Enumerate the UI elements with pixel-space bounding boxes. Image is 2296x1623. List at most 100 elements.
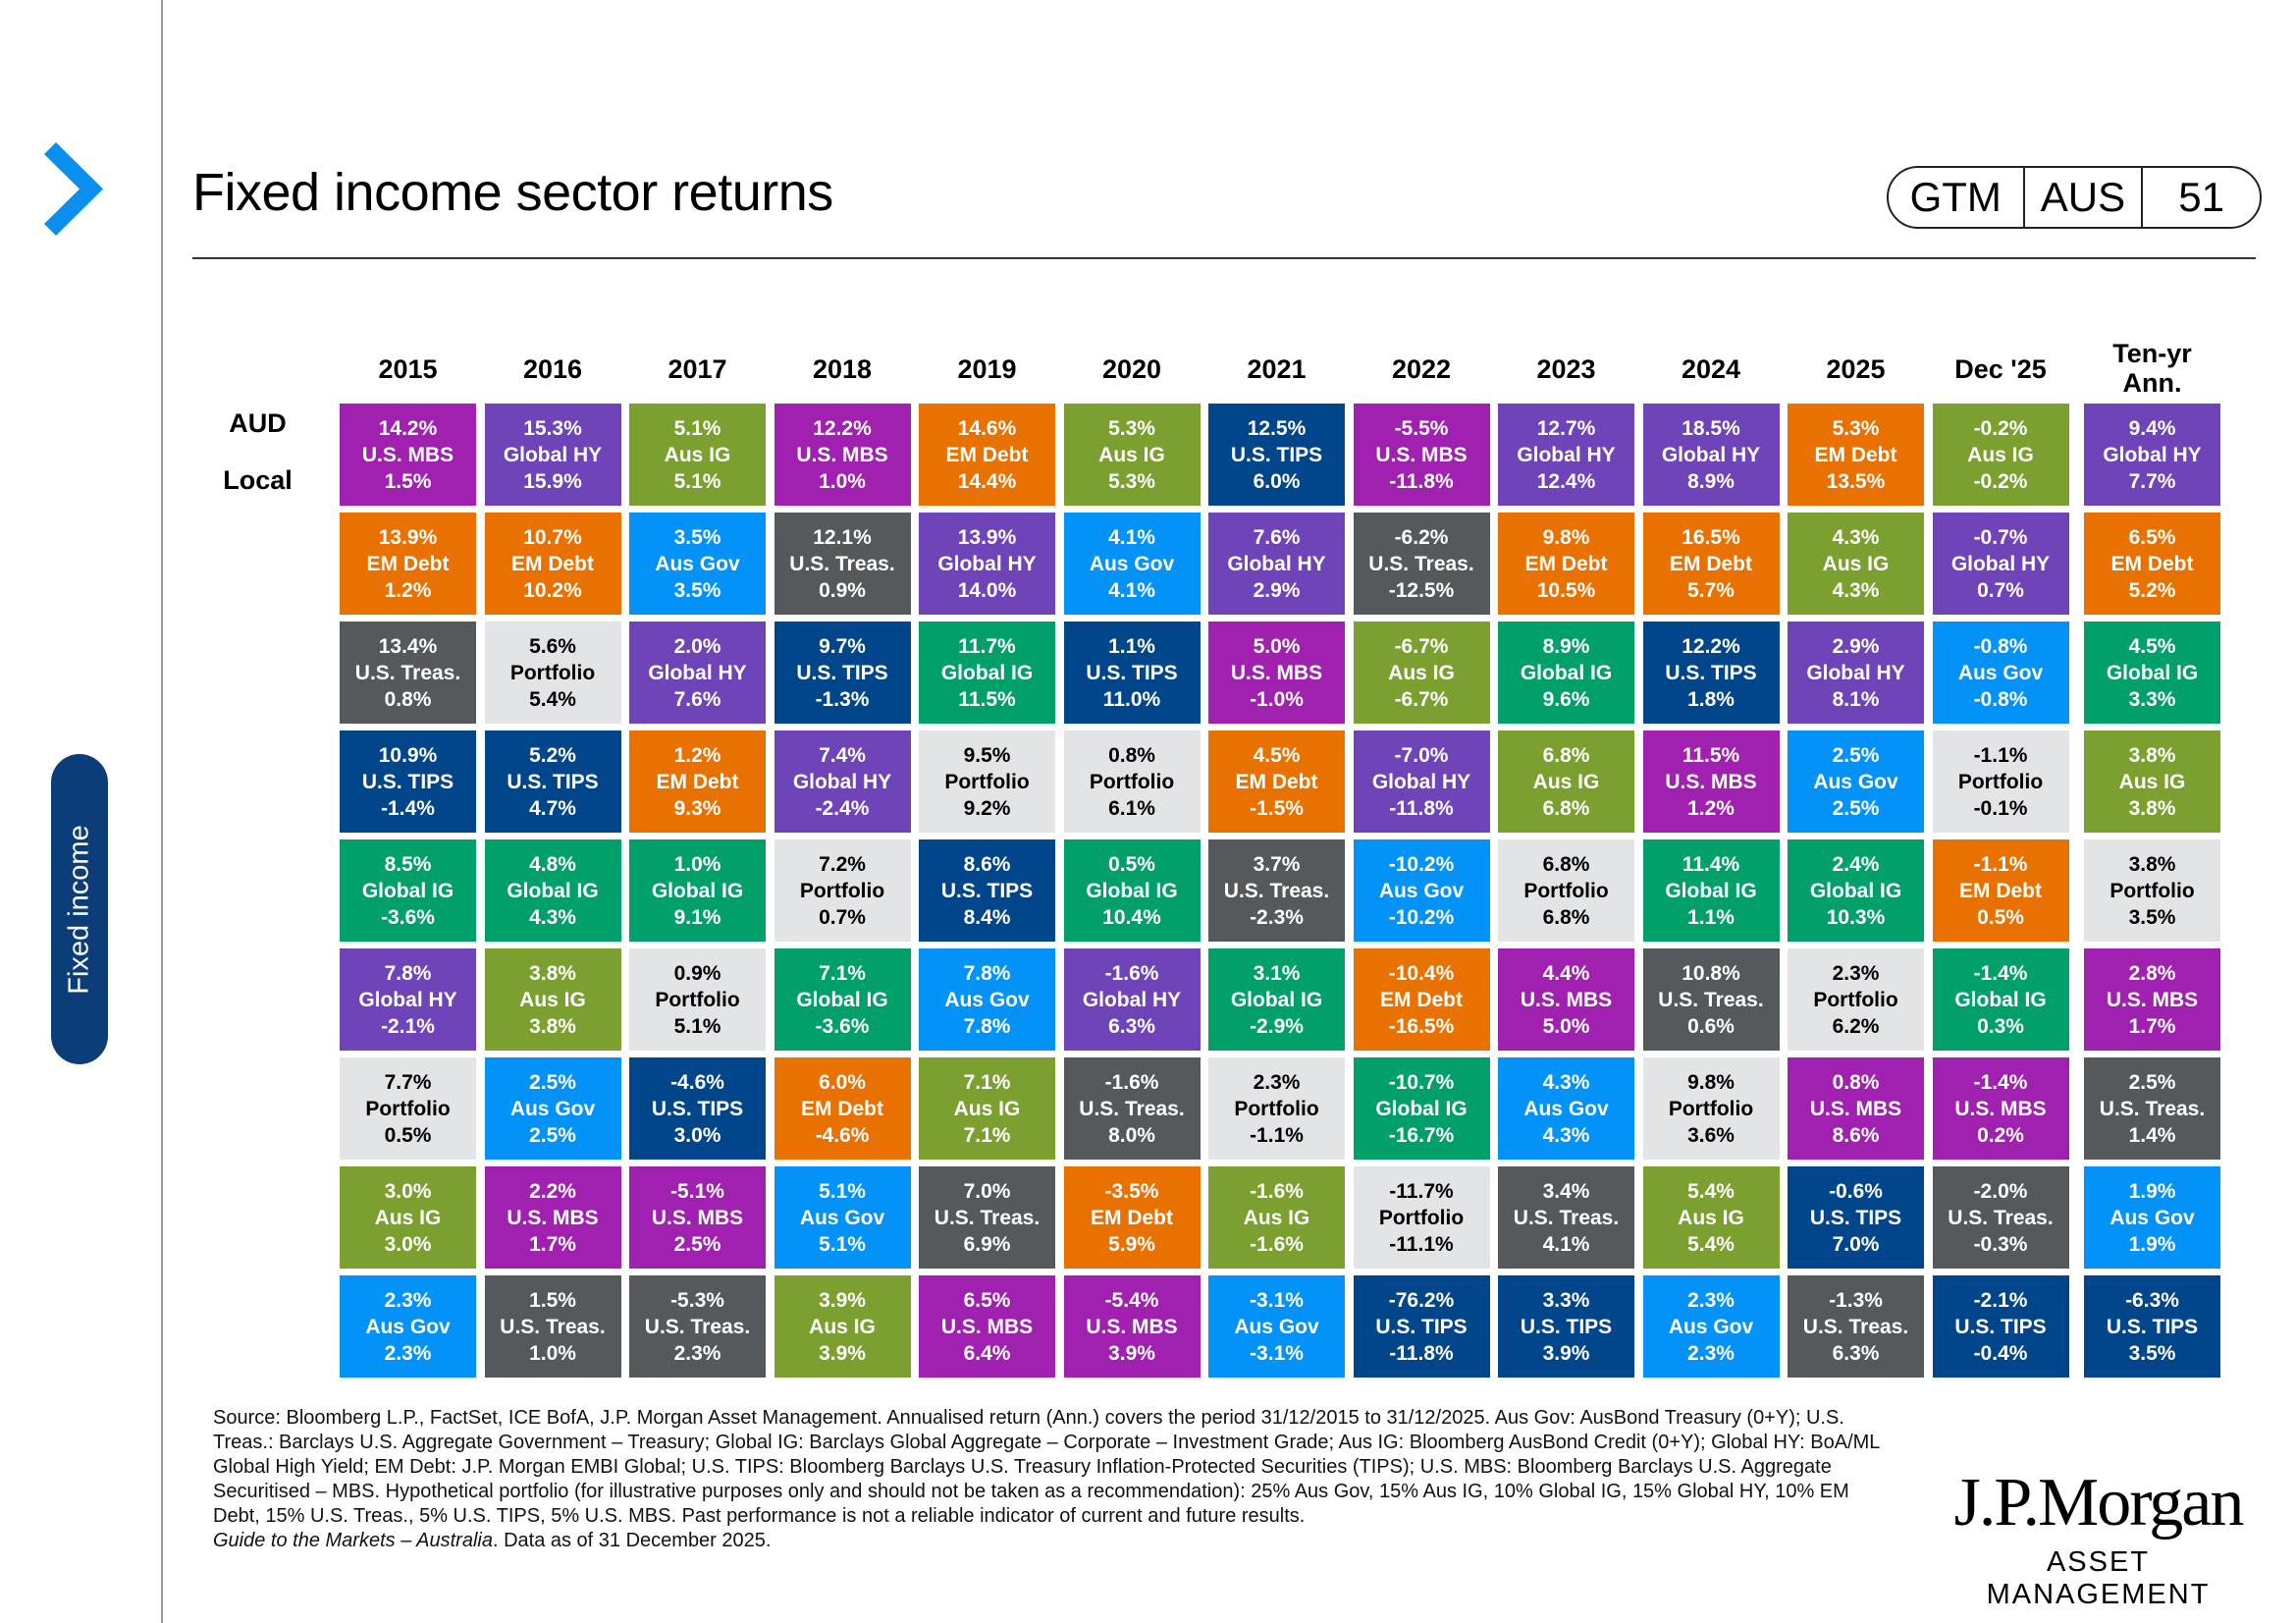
cell-local-return: 1.1% <box>1687 905 1735 929</box>
quilt-cell: 13.4% U.S. Treas. 0.8% <box>340 622 476 724</box>
cell-aud-return: 1.1% <box>1108 634 1155 658</box>
cell-sector: Aus IG <box>664 443 731 466</box>
cell-sector: U.S. Treas. <box>1513 1206 1620 1229</box>
chevron-right-icon <box>44 142 103 236</box>
cell-aud-return: -10.4% <box>1388 961 1455 985</box>
section-tab-fixed-income[interactable]: Fixed income <box>51 754 108 1064</box>
quilt-cell: 5.6% Portfolio 5.4% <box>484 622 621 724</box>
quilt-cell: 4.1% Aus Gov 4.1% <box>1063 513 1201 615</box>
cell-local-return: 1.2% <box>1687 796 1735 820</box>
quilt-cell: 5.1% Aus Gov 5.1% <box>774 1166 911 1269</box>
cell-local-return: 5.1% <box>819 1232 866 1256</box>
quilt-cell: 5.1% Aus IG 5.1% <box>629 404 766 506</box>
cell-sector: Aus Gov <box>365 1315 451 1338</box>
cell-local-return: 3.9% <box>1542 1341 1590 1365</box>
cell-local-return: 5.0% <box>1542 1014 1590 1038</box>
quilt-cell: 12.5% U.S. TIPS 6.0% <box>1208 404 1345 506</box>
cell-sector: Aus IG <box>1243 1206 1310 1229</box>
cell-aud-return: 13.9% <box>957 525 1017 549</box>
cell-aud-return: 4.4% <box>1542 961 1590 985</box>
cell-local-return: 3.5% <box>673 578 721 602</box>
cell-aud-return: 6.5% <box>2128 525 2176 549</box>
quilt-cell: 6.8% Aus IG 6.8% <box>1498 730 1634 833</box>
cell-sector: Aus IG <box>1532 770 1600 793</box>
cell-local-return: 5.2% <box>2128 578 2176 602</box>
cell-sector: U.S. TIPS <box>1375 1315 1468 1338</box>
cell-local-return: -2.1% <box>381 1014 435 1038</box>
cell-sector: Global HY <box>1661 443 1761 466</box>
quilt-cell: 3.5% Aus Gov 3.5% <box>629 513 766 615</box>
jpmorgan-logo: J.P.Morgan ASSET MANAGEMENT <box>1939 1468 2258 1611</box>
quilt-cell: 6.5% EM Debt 5.2% <box>2084 513 2220 615</box>
quilt-cell: -1.4% U.S. MBS 0.2% <box>1932 1057 2069 1160</box>
cell-aud-return: 7.2% <box>819 852 866 876</box>
cell-local-return: 4.3% <box>1832 578 1880 602</box>
cell-sector: Global IG <box>1375 1097 1468 1120</box>
cell-sector: EM Debt <box>511 552 594 575</box>
cell-sector: U.S. MBS <box>1809 1097 1902 1120</box>
cell-aud-return: 6.8% <box>1542 852 1590 876</box>
cell-local-return: 1.0% <box>819 469 866 493</box>
cell-local-return: -16.7% <box>1388 1123 1455 1147</box>
cell-local-return: -1.4% <box>381 796 435 820</box>
quilt-cell: -5.4% U.S. MBS 3.9% <box>1063 1275 1201 1378</box>
cell-local-return: 0.2% <box>1977 1123 2024 1147</box>
quilt-cell: 9.4% Global HY 7.7% <box>2084 404 2220 506</box>
cell-aud-return: -1.3% <box>1829 1288 1883 1312</box>
quilt-cell: 14.6% EM Debt 14.4% <box>919 404 1055 506</box>
quilt-cell: 2.3% Aus Gov 2.3% <box>340 1275 476 1378</box>
cell-aud-return: 7.6% <box>1253 525 1301 549</box>
cell-aud-return: -7.0% <box>1394 743 1449 767</box>
cell-local-return: -11.8% <box>1389 796 1454 820</box>
cell-aud-return: 2.5% <box>2128 1070 2176 1094</box>
cell-local-return: -10.2% <box>1388 905 1455 929</box>
cell-aud-return: 7.7% <box>384 1070 432 1094</box>
cell-local-return: 2.5% <box>1832 796 1880 820</box>
cell-sector: U.S. Treas. <box>1948 1206 2054 1229</box>
cell-local-return: 7.0% <box>1832 1232 1880 1256</box>
cell-aud-return: 8.5% <box>384 852 432 876</box>
cell-local-return: 6.8% <box>1542 905 1590 929</box>
quilt-cell: 2.8% U.S. MBS 1.7% <box>2084 948 2220 1051</box>
quilt-cell: -1.3% U.S. Treas. 6.3% <box>1788 1275 1924 1378</box>
quilt-cell: 0.9% Portfolio 5.1% <box>629 948 766 1051</box>
cell-local-return: 8.9% <box>1687 469 1735 493</box>
quilt-cell: 0.8% U.S. MBS 8.6% <box>1788 1057 1924 1160</box>
quilt-cell: -4.6% U.S. TIPS 3.0% <box>629 1057 766 1160</box>
cell-sector: Global IG <box>1809 879 1902 902</box>
cell-aud-return: 9.7% <box>819 634 866 658</box>
cell-sector: U.S. TIPS <box>1520 1315 1613 1338</box>
badge-gtm: GTM <box>1909 174 2002 220</box>
cell-local-return: -3.6% <box>381 905 435 929</box>
quilt-cell: 11.7% Global IG 11.5% <box>919 622 1055 724</box>
cell-sector: EM Debt <box>1380 988 1463 1011</box>
cell-local-return: 1.0% <box>529 1341 576 1365</box>
cell-aud-return: -1.4% <box>1973 1070 2028 1094</box>
cell-sector: Global HY <box>1082 988 1182 1011</box>
cell-sector: Portfolio <box>1813 988 1898 1011</box>
cell-aud-return: 13.4% <box>378 634 438 658</box>
cell-aud-return: 5.1% <box>819 1179 866 1203</box>
cell-aud-return: 2.3% <box>384 1288 432 1312</box>
quilt-cell: 1.1% U.S. TIPS 11.0% <box>1063 622 1201 724</box>
cell-sector: U.S. MBS <box>2106 988 2199 1011</box>
quilt-cell: 6.5% U.S. MBS 6.4% <box>919 1275 1055 1378</box>
cell-sector: EM Debt <box>366 552 450 575</box>
cell-aud-return: 2.4% <box>1832 852 1880 876</box>
cell-aud-return: 3.7% <box>1253 852 1301 876</box>
quilt-cell: 7.6% Global HY 2.9% <box>1208 513 1345 615</box>
cell-local-return: 5.1% <box>673 469 721 493</box>
cell-aud-return: -11.7% <box>1389 1179 1454 1203</box>
cell-local-return: 9.3% <box>673 796 721 820</box>
cell-local-return: 1.2% <box>384 578 432 602</box>
cell-sector: U.S. MBS <box>1375 443 1468 466</box>
cell-aud-return: 0.5% <box>1108 852 1155 876</box>
column-header: 2022 <box>1391 354 1452 384</box>
cell-sector: Aus Gov <box>1234 1315 1319 1338</box>
cell-sector: U.S. MBS <box>1665 770 1757 793</box>
cell-local-return: 11.5% <box>958 687 1016 711</box>
quilt-cell: -7.0% Global HY -11.8% <box>1353 730 1490 833</box>
cell-local-return: 3.9% <box>1108 1341 1155 1365</box>
cell-sector: Global IG <box>361 879 454 902</box>
cell-sector: U.S. TIPS <box>940 879 1034 902</box>
